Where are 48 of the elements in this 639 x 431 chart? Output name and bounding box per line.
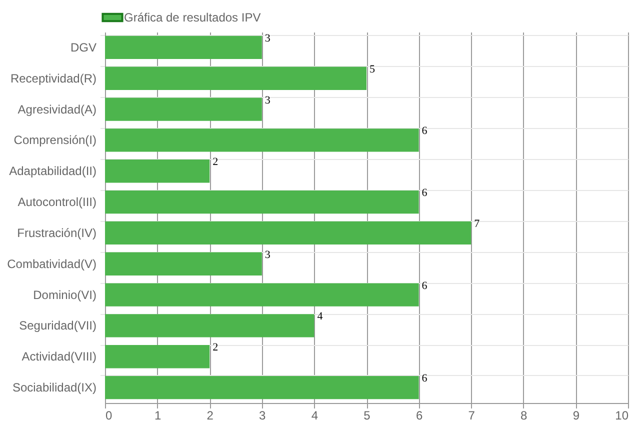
legend-label: Gráfica de resultados IPV [124, 10, 261, 24]
x-tick-label: 9 [572, 408, 580, 422]
bar [105, 283, 419, 306]
bar [105, 98, 262, 121]
data-label: 4 [317, 310, 324, 323]
data-label: 6 [422, 280, 428, 292]
data-label: 2 [212, 342, 218, 354]
y-tick-label: Dominio(VI) [33, 288, 96, 302]
bar [105, 314, 314, 338]
x-tick-label: 8 [520, 408, 528, 422]
y-tick-label: DGV [70, 40, 96, 54]
x-tick-label: 0 [106, 408, 112, 422]
y-tick-label: Combatividad(V) [7, 256, 96, 271]
x-tick-label: 2 [206, 408, 214, 422]
data-label: 2 [212, 156, 218, 168]
y-tick-label: Agresividad(A) [18, 102, 96, 116]
data-label: 6 [422, 187, 428, 200]
bar [105, 36, 262, 60]
y-tick-label: Frustración(IV) [17, 226, 96, 240]
y-tick-label: Adaptabilidad(II) [9, 164, 96, 178]
bar [105, 376, 419, 400]
y-tick-label: Autocontrol(III) [18, 195, 96, 210]
x-tick-label: 7 [468, 408, 476, 422]
x-tick-label: 4 [311, 408, 318, 422]
y-tick-label: Seguridad(VII) [19, 318, 96, 333]
bar [105, 252, 262, 276]
data-label: 7 [474, 218, 480, 230]
data-label: 6 [422, 125, 428, 138]
bar [105, 128, 419, 152]
x-tick-label: 3 [259, 408, 266, 422]
data-label: 3 [264, 32, 271, 44]
y-tick-label: Receptividad(R) [10, 71, 96, 86]
bar [105, 190, 419, 214]
bar [105, 160, 210, 183]
y-tick-label: Actividad(VIII) [22, 350, 96, 364]
bar [105, 221, 472, 245]
bar [105, 345, 210, 368]
x-tick-label: 1 [154, 408, 162, 422]
y-tick-label: Sociabilidad(IX) [12, 380, 96, 395]
bar [105, 66, 366, 90]
x-tick-label: 5 [364, 408, 371, 422]
y-tick-label: Comprensión(I) [14, 133, 96, 148]
data-label: 3 [264, 248, 271, 261]
data-label: 5 [370, 63, 376, 76]
data-label: 3 [264, 94, 271, 106]
x-tick-label: 6 [416, 408, 423, 422]
x-tick-label: 10 [615, 408, 629, 422]
data-label: 6 [422, 372, 428, 385]
